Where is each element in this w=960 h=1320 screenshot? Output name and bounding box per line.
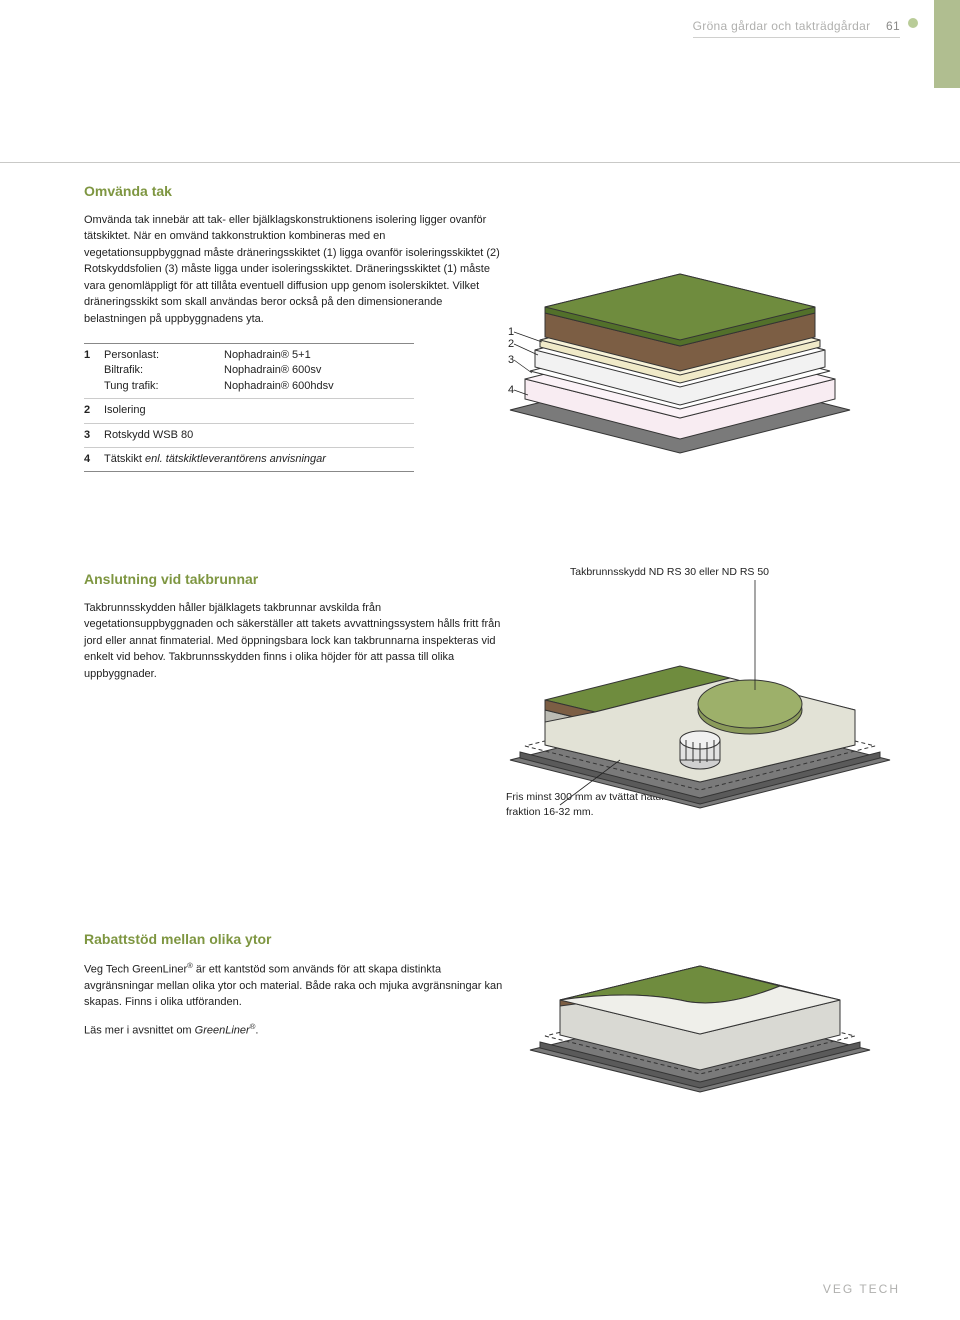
section-paragraph: Läs mer i avsnittet om GreenLiner®.	[84, 1021, 504, 1039]
legend-num: 1	[84, 348, 104, 394]
legend-row: 1 Personlast:Nophadrain® 5+1 Biltrafik:N…	[84, 344, 414, 399]
legend-num: 2	[84, 403, 104, 418]
section-paragraph: Veg Tech GreenLiner® är ett kantstöd som…	[84, 960, 504, 1011]
footer-brand: VEG TECH	[823, 1281, 900, 1298]
section-paragraph: Omvända tak innebär att tak- eller bjälk…	[84, 212, 504, 328]
svg-text:3: 3	[508, 354, 514, 366]
section-takbrunnar: Anslutning vid takbrunnar Takbrunnsskydd…	[84, 570, 504, 682]
legend-label: Tung trafik:	[104, 379, 224, 394]
svg-text:1: 1	[508, 326, 514, 338]
section-omvanda-tak: Omvända tak Omvända tak innebär att tak-…	[84, 182, 504, 472]
section-paragraph: Takbrunnsskydden håller bjälklagets takb…	[84, 600, 504, 683]
legend-row: 2 Isolering	[84, 399, 414, 423]
diagram-rabattstod	[520, 900, 880, 1100]
svg-text:2: 2	[508, 338, 514, 350]
diagram-omvanda-tak: 1 2 3 4	[500, 195, 860, 455]
legend-row: 3 Rotskydd WSB 80	[84, 424, 414, 448]
section-title: Rabattstöd mellan olika ytor	[84, 930, 504, 950]
diagram-takbrunnar	[500, 560, 900, 820]
legend-label: Rotskydd WSB 80	[104, 428, 193, 443]
legend-label: Tätskikt enl. tätskiktleverantörens anvi…	[104, 452, 326, 467]
legend-label: Personlast:	[104, 348, 224, 363]
legend-label: Isolering	[104, 403, 146, 418]
svg-text:4: 4	[508, 384, 514, 396]
layer-legend: 1 Personlast:Nophadrain® 5+1 Biltrafik:N…	[84, 343, 414, 472]
legend-num: 3	[84, 428, 104, 443]
side-tab	[934, 0, 960, 88]
legend-label: Biltrafik:	[104, 363, 224, 378]
legend-row: 4 Tätskikt enl. tätskiktleverantörens an…	[84, 448, 414, 471]
legend-num: 4	[84, 452, 104, 467]
section-title: Anslutning vid takbrunnar	[84, 570, 504, 590]
page-header: Gröna gårdar och takträdgårdar 61	[693, 18, 900, 38]
side-tab-dot	[908, 18, 918, 28]
section-title: Omvända tak	[84, 182, 504, 202]
section-rabattstod: Rabattstöd mellan olika ytor Veg Tech Gr…	[84, 930, 504, 1039]
header-rule	[0, 162, 960, 163]
header-title: Gröna gårdar och takträdgårdar	[693, 19, 871, 33]
legend-value: Nophadrain® 5+1	[224, 348, 414, 363]
legend-value: Nophadrain® 600hdsv	[224, 379, 414, 394]
legend-value: Nophadrain® 600sv	[224, 363, 414, 378]
page-number: 61	[886, 19, 900, 33]
